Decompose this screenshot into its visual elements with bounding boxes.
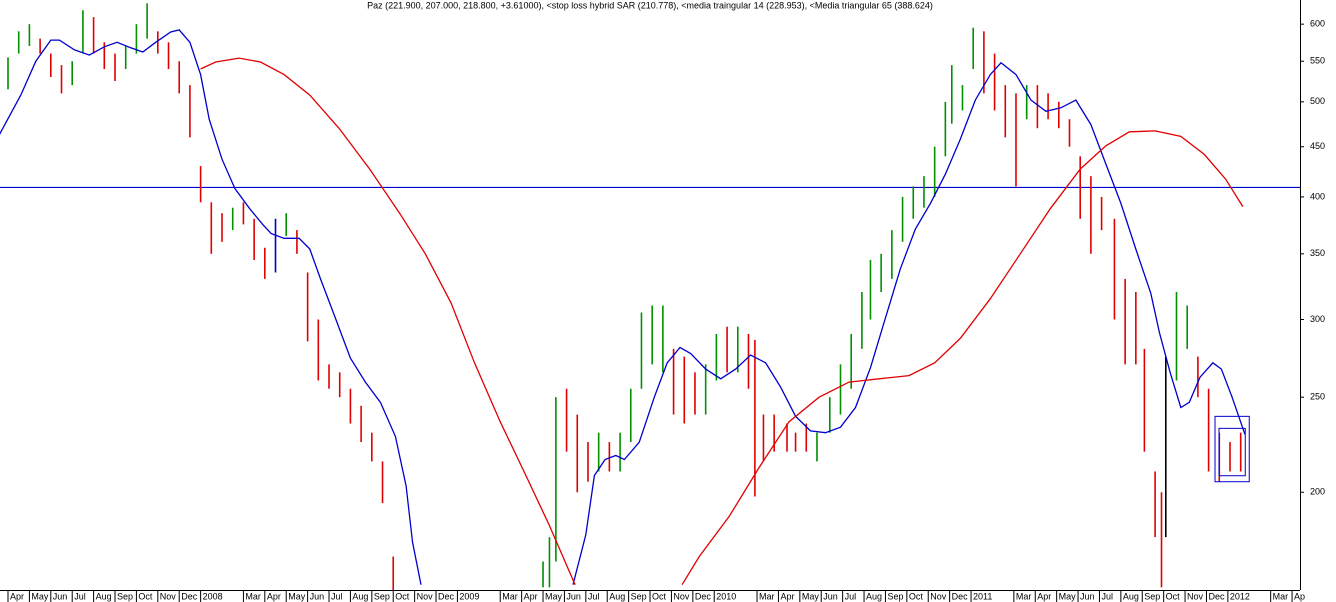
y-tick-label: 550 [1310, 56, 1325, 66]
x-tick-label: Dec [181, 591, 198, 601]
x-tick-label: Jun [566, 591, 581, 601]
x-tick-label: Jul [845, 591, 857, 601]
x-tick-label: Nov [160, 591, 177, 601]
y-tick-label: 300 [1310, 314, 1325, 324]
x-tick-label: Jul [1101, 591, 1113, 601]
x-tick-label: Oct [1166, 591, 1181, 601]
x-tick-label: Apr [524, 591, 538, 601]
x-tick-label: Apr [10, 591, 24, 601]
highlight-box-inner [1218, 427, 1246, 477]
x-tick-label: Mar [759, 591, 775, 601]
x-tick-label: Aug [352, 591, 368, 601]
moving-average-line [0, 29, 1246, 585]
x-tick-label: Sep [1144, 591, 1160, 601]
x-tick-label: Nov [930, 591, 947, 601]
x-tick-label: Aug [96, 591, 112, 601]
y-tick-label: 500 [1310, 96, 1325, 106]
x-tick-label: Sep [374, 591, 390, 601]
x-tick-label: Aug [609, 591, 625, 601]
x-tick-label: Jul [588, 591, 600, 601]
x-tick-label: Jun [823, 591, 838, 601]
x-tick-label: Mar [1273, 591, 1289, 601]
x-tick-label: Aug [1123, 591, 1139, 601]
x-tick-label: May [288, 591, 306, 601]
x-tick-label: Jun [1080, 591, 1095, 601]
y-tick-label: 600 [1310, 19, 1325, 29]
x-tick-label: Nov [1187, 591, 1204, 601]
y-tick-label: 350 [1310, 248, 1325, 258]
x-tick-label: 2008 [203, 591, 223, 601]
x-tick-label: Oct [395, 591, 410, 601]
x-tick-label: Apr [267, 591, 281, 601]
x-tick-label: Jun [53, 591, 68, 601]
x-tick-label: Sep [887, 591, 903, 601]
x-tick-label: Dec [695, 591, 712, 601]
x-tick-label: May [31, 591, 49, 601]
x-tick-label: Dec [438, 591, 455, 601]
x-tick-label: Mar [502, 591, 518, 601]
x-tick-label: 2009 [459, 591, 479, 601]
x-tick-label: Sep [631, 591, 647, 601]
x-tick-label: Dec [1208, 591, 1225, 601]
x-tick-label: 2012 [1230, 591, 1250, 601]
x-tick-label: Oct [909, 591, 924, 601]
x-tick-label: Oct [138, 591, 153, 601]
y-tick-label: 200 [1310, 487, 1325, 497]
x-tick-label: Jul [331, 591, 343, 601]
x-tick-label: May [1059, 591, 1077, 601]
highlight-box [1214, 415, 1250, 483]
x-tick-label: May [802, 591, 820, 601]
y-tick-label: 450 [1310, 141, 1325, 151]
x-tick-label: Oct [652, 591, 667, 601]
x-tick-label: 2011 [973, 591, 992, 601]
x-tick-label: Nov [417, 591, 434, 601]
x-tick-label: Nov [673, 591, 690, 601]
x-tick-label: Apr [1037, 591, 1051, 601]
x-tick-label: 2010 [716, 591, 736, 601]
x-tick-label: Ap [1294, 591, 1305, 601]
x-tick-label: Aug [866, 591, 882, 601]
y-tick-label: 400 [1310, 191, 1325, 201]
x-tick-label: Mar [245, 591, 261, 601]
x-tick-label: Apr [780, 591, 794, 601]
x-tick-label: Jun [310, 591, 325, 601]
x-tick-label: Mar [1016, 591, 1032, 601]
x-tick-label: Sep [117, 591, 133, 601]
plot-area [0, 3, 1300, 590]
y-tick-label: 250 [1310, 392, 1325, 402]
x-tick-label: Jul [74, 591, 86, 601]
x-tick-label: Dec [952, 591, 969, 601]
chart-title: Paz (221.900, 207.000, 218.800, +3.61000… [367, 0, 933, 10]
moving-average-line [200, 57, 1244, 586]
x-tick-label: May [545, 591, 563, 601]
